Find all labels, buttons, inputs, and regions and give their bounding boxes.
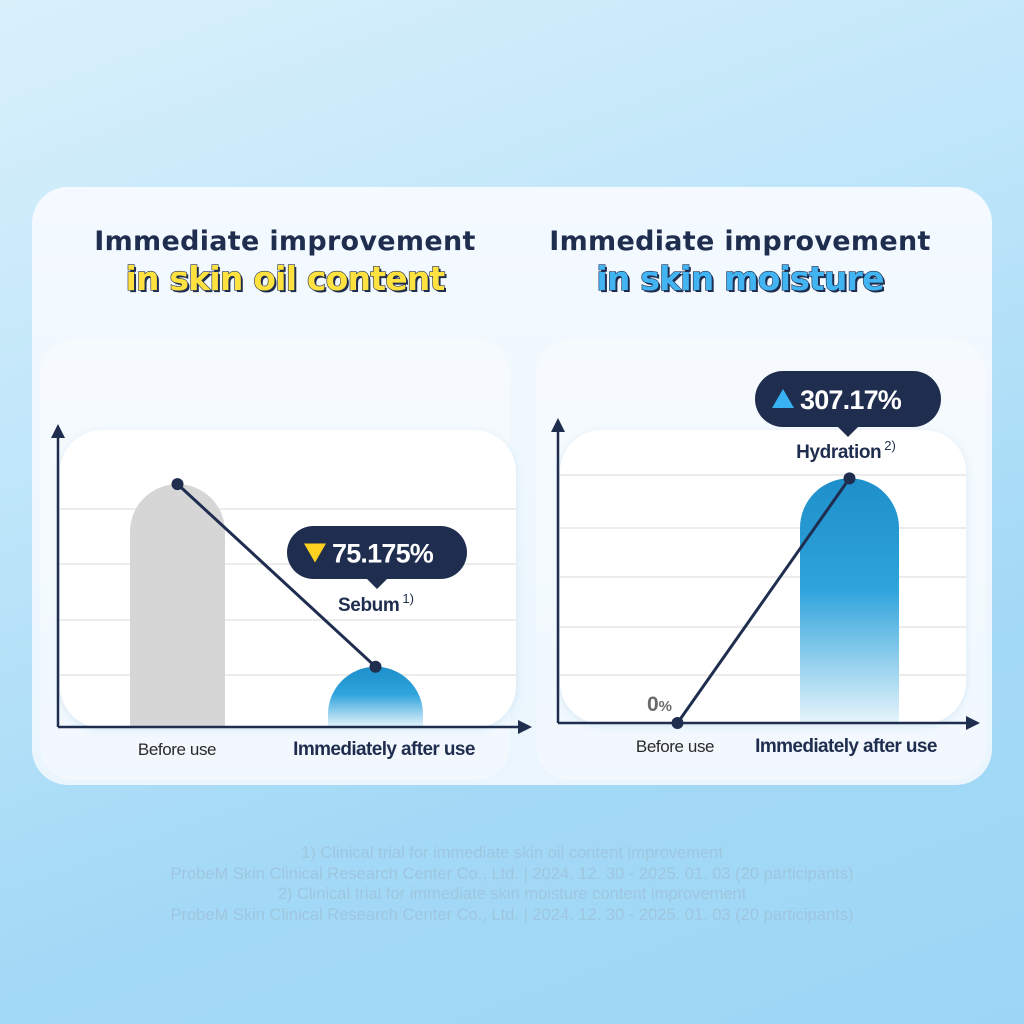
footnote-1-title: 1) Clinical trial for immediate skin oil… <box>301 844 723 862</box>
moisture-title-highlight: in skin moisture <box>596 258 885 298</box>
series-label-1: Hydration 2) <box>796 438 896 463</box>
category-label-0-1: Immediately after use <box>293 739 475 760</box>
category-label-1-1: Immediately after use <box>755 736 937 757</box>
data-point-0-0 <box>171 478 184 491</box>
series-footnote-marker: 1) <box>402 591 414 606</box>
moisture-chart-title: Immediate improvement in skin moisture <box>500 226 980 299</box>
oil-title-line1: Immediate improvement <box>94 226 476 257</box>
data-point-0-1 <box>369 660 382 673</box>
trend-line-0 <box>176 483 377 668</box>
series-label-0: Sebum 1) <box>338 591 414 616</box>
oil-chart-title: Immediate improvement in skin oil conten… <box>40 226 530 299</box>
bar-0-1 <box>328 666 423 727</box>
down-triangle-icon <box>304 543 326 563</box>
bar-0-0 <box>130 484 225 727</box>
value-label-unit: % <box>659 698 672 715</box>
series-name: Sebum <box>338 595 399 616</box>
data-point-1-0 <box>671 717 684 729</box>
value-label-1-0: 0% <box>647 693 672 716</box>
trend-line-1 <box>676 477 851 724</box>
category-label-1-0: Before use <box>636 737 714 756</box>
change-bubble-0 <box>287 526 468 589</box>
plot-area-0 <box>60 430 516 728</box>
bar-1-1 <box>800 478 899 723</box>
series-name: Hydration <box>796 442 881 463</box>
category-label-0-0: Before use <box>138 740 216 759</box>
footnotes: 1) Clinical trial for immediate skin oil… <box>0 843 1024 925</box>
data-point-1-1 <box>843 472 856 485</box>
moisture-title-line1: Immediate improvement <box>549 226 931 257</box>
footnote-1-source: ProbeM Skin Clinical Research Center Co.… <box>170 864 854 883</box>
change-label-1: 307.17% <box>800 385 902 415</box>
footnote-2-title: 2) Clinical trial for immediate skin moi… <box>277 885 747 903</box>
series-footnote-marker: 2) <box>884 438 896 453</box>
change-bubble-1 <box>755 371 941 437</box>
change-label-0: 75.175% <box>332 539 434 569</box>
x-axis-arrow-0 <box>518 720 532 734</box>
oil-title-highlight: in skin oil content <box>125 258 446 298</box>
footnote-2-source: ProbeM Skin Clinical Research Center Co.… <box>170 905 854 924</box>
y-axis-arrow-0 <box>51 424 65 438</box>
x-axis-arrow-1 <box>966 716 980 730</box>
value-label-number: 0 <box>647 693 659 716</box>
up-triangle-icon <box>772 389 794 408</box>
y-axis-arrow-1 <box>551 418 565 432</box>
